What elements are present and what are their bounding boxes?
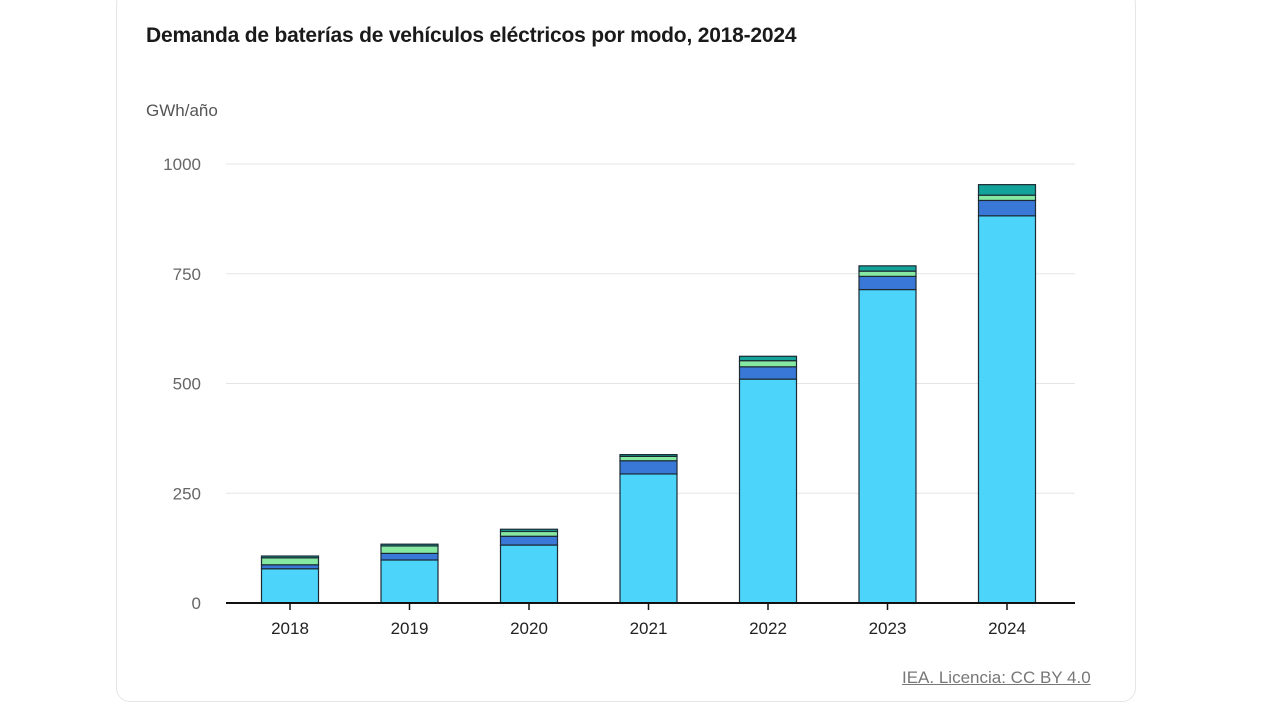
bar-stack-2024 (977, 184, 1037, 604)
bar-stack-2019 (380, 543, 439, 604)
x-axis-ticks: 2018 2019 2020 2021 2022 2023 2024 (271, 603, 1026, 638)
bar-segment (499, 535, 559, 546)
bar-stack-2018 (260, 555, 320, 604)
bar-segment (738, 366, 798, 380)
bar-segment (977, 194, 1037, 202)
bar-segment (260, 555, 320, 559)
x-tick-label: 2024 (988, 619, 1026, 638)
bar-segment (380, 543, 439, 547)
bar-segment (977, 199, 1037, 217)
x-tick-label: 2018 (271, 619, 309, 638)
bar-segment (977, 184, 1037, 196)
bar-segment (858, 275, 917, 291)
bar-segment (619, 455, 678, 462)
bar-segment (260, 568, 320, 604)
bar-segment (380, 552, 439, 561)
bar-stack-2023 (858, 265, 917, 604)
bar-stack-2020 (499, 528, 559, 604)
bar-segment (738, 378, 798, 604)
x-tick-label: 2019 (391, 619, 429, 638)
x-tick-label: 2021 (630, 619, 668, 638)
x-tick-label: 2023 (869, 619, 907, 638)
bar-segment (380, 545, 439, 554)
x-tick-label: 2022 (749, 619, 787, 638)
bar-segment (977, 215, 1037, 604)
bar-segment (380, 559, 439, 604)
bar-segment (499, 544, 559, 604)
bar-segment (619, 460, 678, 475)
bar-segment (619, 454, 678, 457)
bar-segment (260, 557, 320, 566)
bar-segment (738, 355, 798, 362)
grid-lines (226, 163, 1075, 494)
bars (260, 184, 1037, 604)
bar-segment (499, 530, 559, 537)
bar-segment (619, 473, 678, 604)
bar-stack-2021 (619, 454, 678, 604)
y-tick-label: 750 (173, 265, 201, 284)
x-tick-label: 2020 (510, 619, 548, 638)
y-tick-label: 250 (173, 484, 201, 503)
chart-title: Demanda de baterías de vehículos eléctri… (146, 24, 797, 47)
bar-segment (499, 528, 559, 533)
y-axis-ticks: 0 250 500 750 1000 (163, 155, 201, 613)
bar-segment (858, 288, 917, 604)
bar-segment (738, 360, 798, 368)
y-tick-label: 1000 (163, 155, 201, 174)
y-axis-unit-label: GWh/año (146, 101, 218, 120)
bar-segment (858, 270, 917, 277)
source-license-link[interactable]: IEA. Licencia: CC BY 4.0 (902, 668, 1091, 687)
bar-segment (858, 265, 917, 272)
y-tick-label: 0 (192, 594, 201, 613)
y-tick-label: 500 (173, 375, 201, 394)
bar-stack-2022 (738, 355, 798, 604)
